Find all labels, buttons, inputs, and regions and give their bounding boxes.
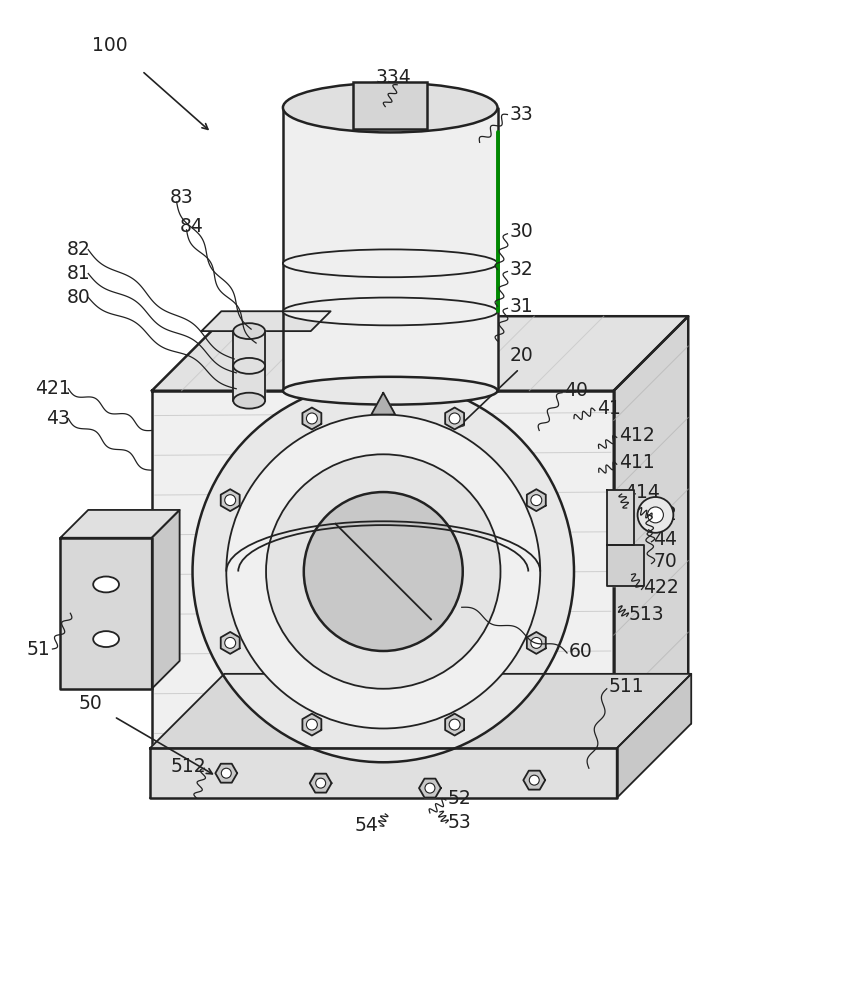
Circle shape	[225, 495, 235, 506]
Polygon shape	[613, 316, 687, 748]
Ellipse shape	[233, 323, 265, 339]
Text: 20: 20	[509, 346, 533, 365]
Circle shape	[449, 413, 459, 424]
Polygon shape	[445, 408, 463, 429]
Ellipse shape	[233, 393, 265, 409]
Circle shape	[530, 495, 541, 506]
Polygon shape	[310, 774, 331, 793]
Polygon shape	[302, 408, 321, 429]
Circle shape	[647, 507, 663, 523]
Text: 84: 84	[180, 217, 203, 236]
Circle shape	[304, 492, 463, 651]
Text: 82: 82	[67, 240, 90, 259]
Circle shape	[449, 719, 459, 730]
Text: 53: 53	[447, 813, 471, 832]
Text: 50: 50	[78, 694, 102, 713]
Text: 44: 44	[652, 530, 677, 549]
Polygon shape	[60, 538, 152, 689]
Text: 51: 51	[27, 640, 51, 659]
Circle shape	[225, 637, 235, 648]
Circle shape	[221, 768, 231, 778]
Ellipse shape	[93, 576, 119, 592]
Polygon shape	[233, 331, 265, 401]
Polygon shape	[419, 779, 441, 798]
Text: 80: 80	[67, 288, 90, 307]
Circle shape	[316, 778, 325, 788]
Text: 52: 52	[447, 789, 471, 808]
Circle shape	[306, 413, 317, 424]
Circle shape	[306, 719, 317, 730]
Text: 43: 43	[46, 409, 70, 428]
Polygon shape	[220, 489, 240, 511]
Polygon shape	[616, 674, 690, 798]
Polygon shape	[283, 108, 497, 391]
Circle shape	[226, 415, 539, 728]
Text: 81: 81	[67, 264, 90, 283]
Text: 33: 33	[509, 105, 533, 124]
Circle shape	[637, 497, 673, 533]
Text: 511: 511	[608, 677, 644, 696]
Text: 70: 70	[652, 552, 676, 571]
Text: 421: 421	[35, 379, 70, 398]
Polygon shape	[526, 489, 545, 511]
Text: 412: 412	[618, 426, 653, 445]
Text: 83: 83	[170, 188, 193, 207]
Ellipse shape	[233, 358, 265, 374]
Circle shape	[528, 775, 538, 785]
Polygon shape	[215, 764, 237, 783]
Circle shape	[530, 637, 541, 648]
Text: 334: 334	[375, 68, 410, 87]
Polygon shape	[522, 771, 544, 790]
Polygon shape	[201, 311, 330, 331]
Text: 411: 411	[618, 453, 653, 472]
Polygon shape	[302, 714, 321, 736]
Bar	[353, 82, 426, 129]
Text: 100: 100	[92, 36, 127, 55]
Ellipse shape	[283, 249, 497, 277]
Circle shape	[266, 454, 500, 689]
Ellipse shape	[283, 83, 497, 132]
Text: 54: 54	[354, 816, 378, 835]
Polygon shape	[445, 714, 463, 736]
Polygon shape	[606, 490, 633, 545]
Text: 40: 40	[564, 381, 587, 400]
Ellipse shape	[283, 298, 497, 325]
Text: 31: 31	[509, 297, 533, 316]
Text: 414: 414	[623, 483, 659, 502]
Text: 41: 41	[596, 399, 620, 418]
Polygon shape	[371, 393, 395, 415]
Ellipse shape	[93, 631, 119, 647]
Polygon shape	[152, 391, 613, 748]
Polygon shape	[526, 632, 545, 654]
Text: 32: 32	[509, 260, 533, 279]
Polygon shape	[149, 674, 690, 748]
Polygon shape	[60, 510, 180, 538]
Text: 42: 42	[652, 505, 677, 524]
Text: 512: 512	[170, 757, 206, 776]
Text: 513: 513	[628, 605, 663, 624]
Circle shape	[425, 783, 435, 793]
Polygon shape	[152, 316, 687, 391]
Polygon shape	[149, 748, 616, 798]
Ellipse shape	[283, 377, 497, 405]
Polygon shape	[220, 632, 240, 654]
Text: 422: 422	[643, 578, 679, 597]
Polygon shape	[152, 510, 180, 689]
Polygon shape	[606, 545, 643, 586]
Circle shape	[192, 381, 573, 762]
Text: 30: 30	[509, 222, 533, 241]
Text: 60: 60	[568, 642, 592, 661]
